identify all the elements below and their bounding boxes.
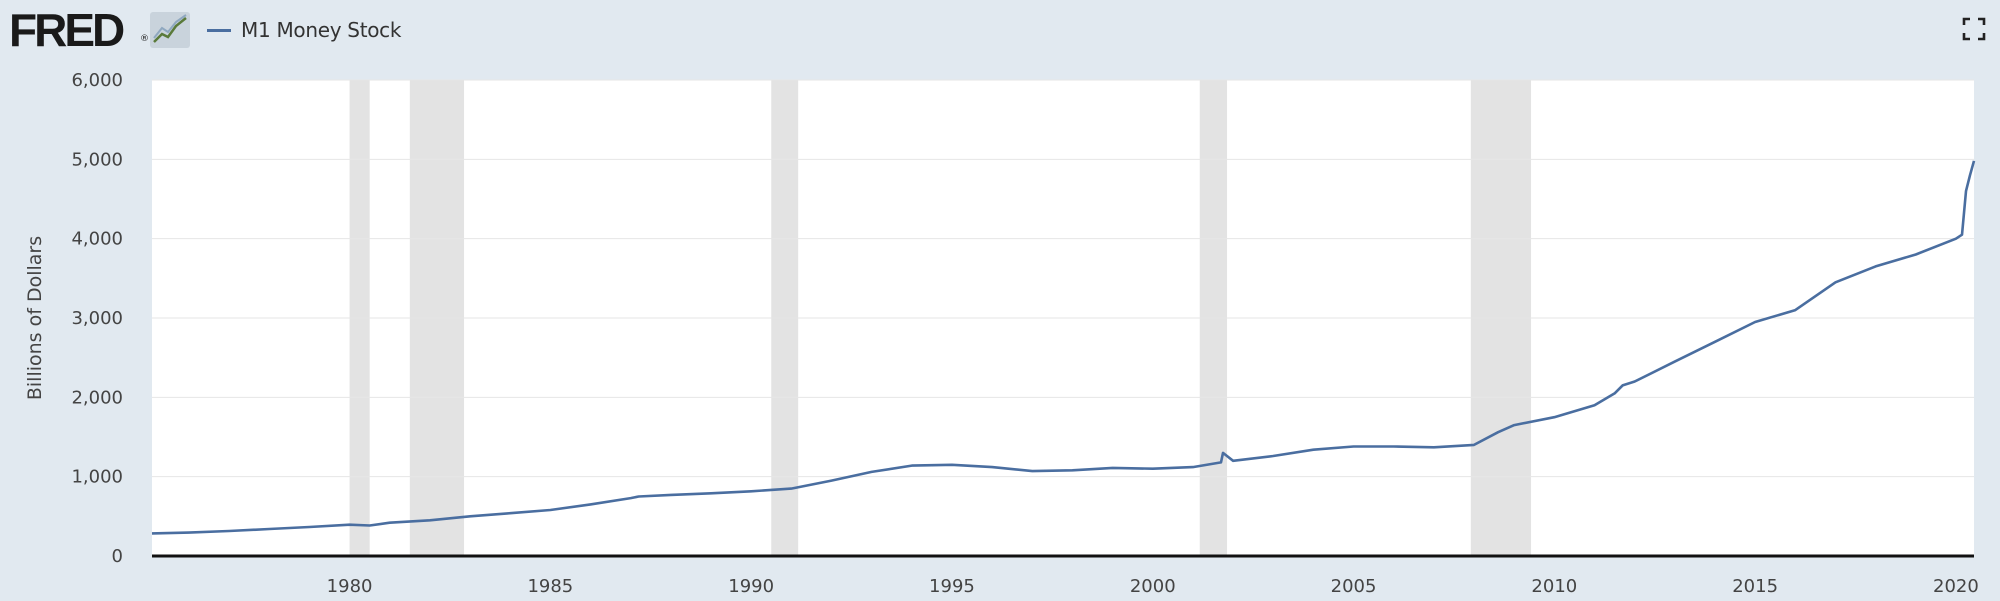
y-tick-label: 6,000: [71, 70, 123, 91]
series-line-m1-money-stock: [151, 160, 1976, 535]
x-tick-label: 2015: [1732, 576, 1778, 597]
y-tick-label: 2,000: [71, 387, 123, 408]
x-tick-label: 2020: [1933, 576, 1979, 597]
x-tick-label: 2010: [1531, 576, 1577, 597]
y-tick-label: 5,000: [71, 149, 123, 170]
fullscreen-icon[interactable]: [1962, 17, 1986, 41]
y-axis-title: Billions of Dollars: [24, 236, 46, 400]
legend-swatch-m1: [207, 28, 231, 32]
x-axis-tick-labels: 1980 1985 1990 1995 2000 2005 2010 2015 2020: [327, 576, 1979, 597]
x-tick-label: 1990: [728, 576, 774, 597]
x-tick-label: 1985: [527, 576, 573, 597]
fred-registered-mark: ®: [140, 34, 149, 44]
chart-legend[interactable]: M1 Money Stock: [207, 14, 401, 46]
series-group: [151, 160, 1976, 535]
fred-logo[interactable]: FRED: [9, 4, 125, 56]
y-tick-label: 1,000: [71, 467, 123, 488]
chart-header: FRED ® M1 Money Stock: [0, 0, 2000, 62]
x-tick-label: 2000: [1130, 576, 1176, 597]
legend-label-m1: M1 Money Stock: [241, 18, 402, 42]
fred-line-graph-icon: [150, 12, 190, 48]
x-tick-label: 1980: [327, 576, 373, 597]
y-tick-label: 4,000: [71, 229, 123, 250]
gridlines-group: [152, 79, 1974, 478]
x-tick-label: 2005: [1331, 576, 1377, 597]
y-tick-label: 0: [112, 546, 123, 567]
y-axis-tick-labels: 0 1,000 2,000 3,000 4,000 5,000 6,000: [71, 70, 123, 567]
y-tick-label: 3,000: [71, 308, 123, 329]
x-tick-label: 1995: [929, 576, 975, 597]
